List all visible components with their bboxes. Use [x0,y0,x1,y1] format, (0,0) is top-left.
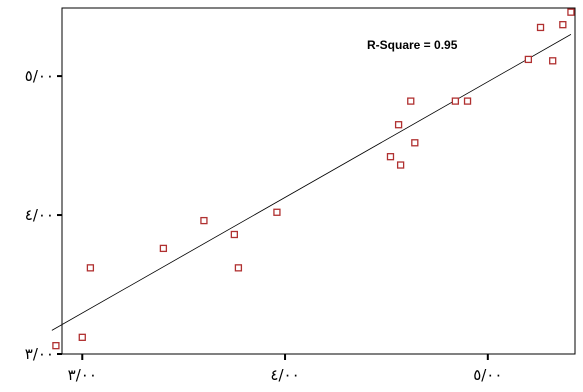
data-point [52,342,60,350]
data-point [411,139,419,147]
data-point [559,21,567,29]
x-tick-label: ٥/٠٠ [473,366,502,384]
data-point [536,23,545,32]
data-points [52,8,575,350]
y-tick-label: ٥/٠٠ [25,67,54,85]
x-axis: ٣/٠٠ ٤/٠٠ ٥/٠٠ [68,354,502,384]
data-point [549,57,557,65]
y-tick-label: ٣/٠٠ [25,345,54,363]
data-point [451,97,460,105]
data-point [230,230,239,239]
data-point [567,8,575,16]
y-axis: ٣/٠٠ ٤/٠٠ ٥/٠٠ [25,67,62,363]
data-point [524,55,533,64]
y-tick-label: ٤/٠٠ [25,206,54,224]
r-square-annotation: R-Square = 0.95 [367,38,458,52]
data-point [234,264,243,272]
data-point [78,333,86,341]
data-point [200,216,208,225]
data-point [463,97,472,105]
data-point [273,208,281,216]
data-point [386,153,395,161]
data-point [407,97,415,105]
x-tick-label: ٤/٠٠ [270,366,299,384]
data-point [159,244,168,253]
fit-line [51,34,572,331]
data-point [394,121,403,129]
x-tick-label: ٣/٠٠ [68,366,97,384]
data-point [86,264,95,272]
data-point [396,161,405,169]
plot-area [61,7,576,355]
